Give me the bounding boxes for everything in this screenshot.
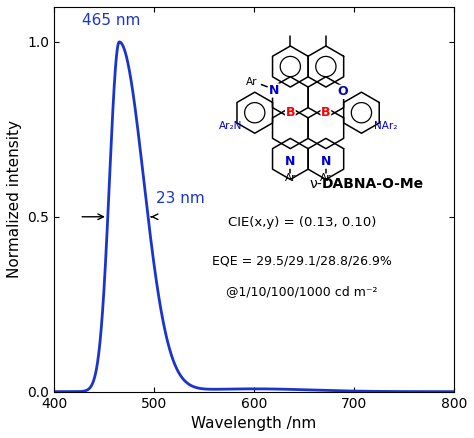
X-axis label: Wavelength /nm: Wavelength /nm (191, 416, 317, 431)
Text: N: N (285, 155, 295, 168)
Text: DABNA-O-Me: DABNA-O-Me (322, 177, 424, 191)
Text: NAr₂: NAr₂ (374, 121, 398, 131)
Text: ν-: ν- (309, 177, 322, 191)
Text: @1/10/100/1000 cd m⁻²: @1/10/100/1000 cd m⁻² (226, 285, 378, 298)
Y-axis label: Normalized intensity: Normalized intensity (7, 120, 22, 278)
Text: CIE(x,y) = (0.13, 0.10): CIE(x,y) = (0.13, 0.10) (228, 216, 376, 229)
Text: N: N (321, 155, 331, 168)
Text: Ar: Ar (284, 173, 296, 183)
Text: Ar₂N: Ar₂N (219, 121, 242, 131)
Text: N: N (269, 84, 279, 97)
Text: B: B (321, 106, 331, 119)
Text: O: O (337, 85, 347, 99)
Text: Ar: Ar (320, 173, 332, 183)
Text: 465 nm: 465 nm (82, 13, 140, 28)
Text: Ar: Ar (246, 77, 258, 87)
Text: EQE = 29.5/29.1/28.8/26.9%: EQE = 29.5/29.1/28.8/26.9% (212, 254, 392, 267)
Text: B: B (285, 106, 295, 119)
Text: 23 nm: 23 nm (156, 191, 205, 206)
